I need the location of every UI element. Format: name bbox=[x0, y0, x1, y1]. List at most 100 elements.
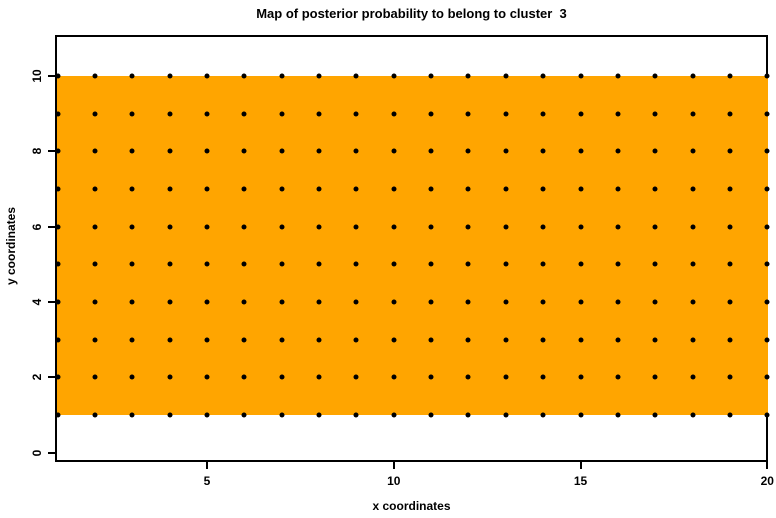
data-point bbox=[92, 337, 98, 343]
data-point bbox=[690, 111, 696, 117]
data-point bbox=[241, 374, 247, 380]
data-point bbox=[129, 412, 135, 418]
data-point bbox=[503, 186, 509, 192]
data-point bbox=[727, 261, 733, 267]
data-point bbox=[129, 337, 135, 343]
data-point bbox=[652, 261, 658, 267]
data-point bbox=[764, 337, 770, 343]
data-point bbox=[540, 224, 546, 230]
data-point bbox=[241, 111, 247, 117]
data-point bbox=[690, 337, 696, 343]
data-point bbox=[764, 224, 770, 230]
y-axis-tick bbox=[48, 451, 55, 454]
data-point bbox=[92, 111, 98, 117]
data-point bbox=[167, 73, 173, 79]
data-point bbox=[92, 412, 98, 418]
y-tick-label: 8 bbox=[30, 148, 44, 155]
data-point bbox=[503, 111, 509, 117]
data-point bbox=[764, 299, 770, 305]
data-point bbox=[279, 186, 285, 192]
data-point bbox=[167, 261, 173, 267]
data-point bbox=[540, 337, 546, 343]
data-point bbox=[92, 261, 98, 267]
data-point bbox=[540, 299, 546, 305]
data-point bbox=[465, 299, 471, 305]
data-point bbox=[279, 261, 285, 267]
data-point bbox=[428, 224, 434, 230]
data-point bbox=[465, 337, 471, 343]
data-point bbox=[55, 374, 61, 380]
data-point bbox=[353, 299, 359, 305]
data-point bbox=[279, 148, 285, 154]
data-point bbox=[204, 261, 210, 267]
data-point bbox=[316, 412, 322, 418]
data-point bbox=[241, 261, 247, 267]
data-point bbox=[690, 224, 696, 230]
data-point bbox=[316, 374, 322, 380]
data-point bbox=[764, 412, 770, 418]
data-point bbox=[540, 111, 546, 117]
data-point bbox=[465, 186, 471, 192]
data-point bbox=[353, 412, 359, 418]
data-point bbox=[465, 412, 471, 418]
data-point bbox=[540, 73, 546, 79]
data-point bbox=[55, 261, 61, 267]
data-point bbox=[353, 111, 359, 117]
data-point bbox=[92, 148, 98, 154]
data-point bbox=[578, 261, 583, 267]
data-point bbox=[55, 148, 61, 154]
data-point bbox=[391, 148, 397, 154]
data-point bbox=[55, 111, 61, 117]
data-point bbox=[204, 299, 210, 305]
data-point bbox=[353, 224, 359, 230]
data-point bbox=[652, 224, 658, 230]
data-point bbox=[428, 111, 434, 117]
y-axis-tick bbox=[48, 150, 55, 153]
data-point bbox=[465, 374, 471, 380]
data-point bbox=[55, 224, 61, 230]
data-point bbox=[727, 224, 733, 230]
data-point bbox=[204, 186, 210, 192]
y-axis-tick bbox=[48, 376, 55, 379]
data-point bbox=[129, 111, 135, 117]
data-point bbox=[279, 412, 285, 418]
data-point bbox=[279, 73, 285, 79]
data-point bbox=[727, 148, 733, 154]
x-axis-label: x coordinates bbox=[372, 499, 451, 513]
data-point bbox=[503, 299, 509, 305]
data-point bbox=[353, 73, 359, 79]
data-point bbox=[316, 186, 322, 192]
data-point bbox=[652, 374, 658, 380]
data-point bbox=[465, 261, 471, 267]
data-point bbox=[204, 73, 210, 79]
data-point bbox=[316, 299, 322, 305]
data-point bbox=[727, 111, 733, 117]
x-axis-tick bbox=[766, 462, 769, 469]
y-axis-label: y coordinates bbox=[4, 206, 18, 286]
data-point bbox=[391, 224, 397, 230]
data-point bbox=[764, 111, 770, 117]
data-point bbox=[353, 261, 359, 267]
data-point bbox=[615, 299, 621, 305]
data-point bbox=[279, 111, 285, 117]
data-point bbox=[540, 412, 546, 418]
data-point bbox=[241, 73, 247, 79]
data-point bbox=[652, 73, 658, 79]
data-point bbox=[92, 73, 98, 79]
y-axis-tick bbox=[48, 225, 55, 228]
data-point bbox=[353, 148, 359, 154]
data-point bbox=[316, 111, 322, 117]
data-point bbox=[503, 73, 509, 79]
data-point bbox=[503, 224, 509, 230]
data-point bbox=[615, 412, 621, 418]
data-point bbox=[615, 73, 621, 79]
data-point bbox=[167, 337, 173, 343]
data-point bbox=[727, 374, 733, 380]
data-point bbox=[391, 73, 397, 79]
x-axis-tick bbox=[206, 462, 208, 469]
data-point bbox=[503, 261, 509, 267]
y-tick-label: 6 bbox=[30, 223, 44, 230]
data-point bbox=[204, 412, 210, 418]
data-point bbox=[167, 299, 173, 305]
